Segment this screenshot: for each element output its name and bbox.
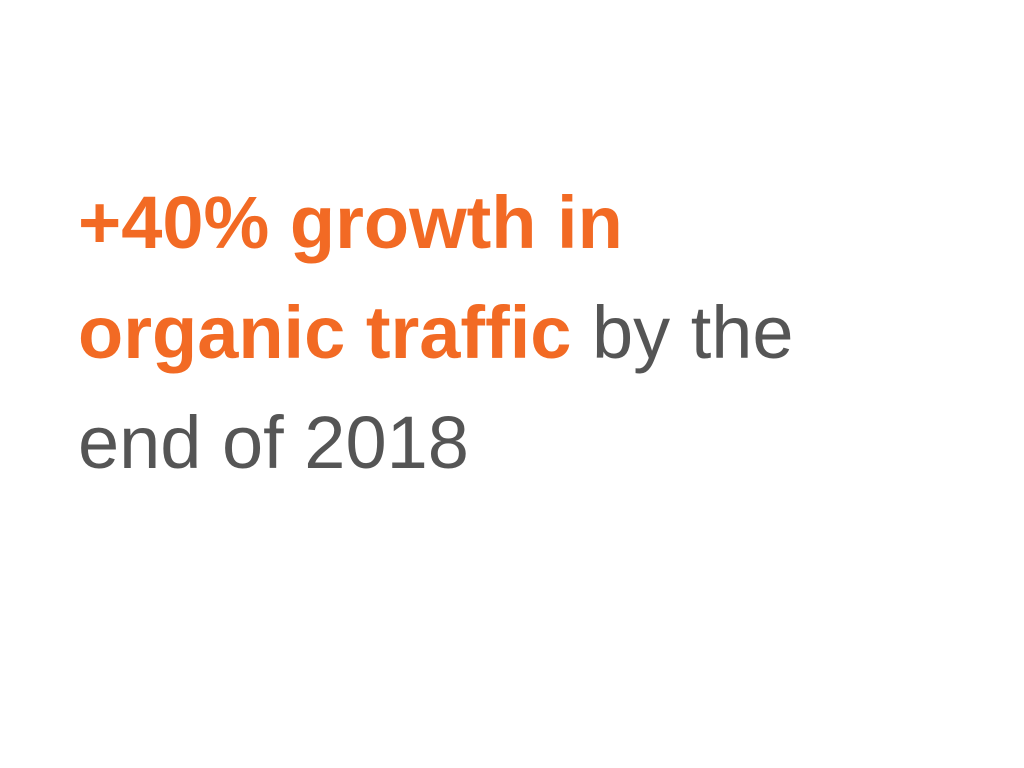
statement-line-2: organic traffic by the [78, 278, 794, 388]
highlight-text-traffic: organic traffic [78, 291, 572, 374]
statement-line-1: +40% growth in [78, 168, 794, 278]
plain-text-by-the: by the [571, 291, 794, 374]
highlight-text-growth: +40% growth in [78, 181, 623, 264]
headline-statement: +40% growth in organic traffic by the en… [78, 168, 794, 498]
plain-text-end-of-2018: end of 2018 [78, 401, 469, 484]
statement-line-3: end of 2018 [78, 388, 794, 498]
